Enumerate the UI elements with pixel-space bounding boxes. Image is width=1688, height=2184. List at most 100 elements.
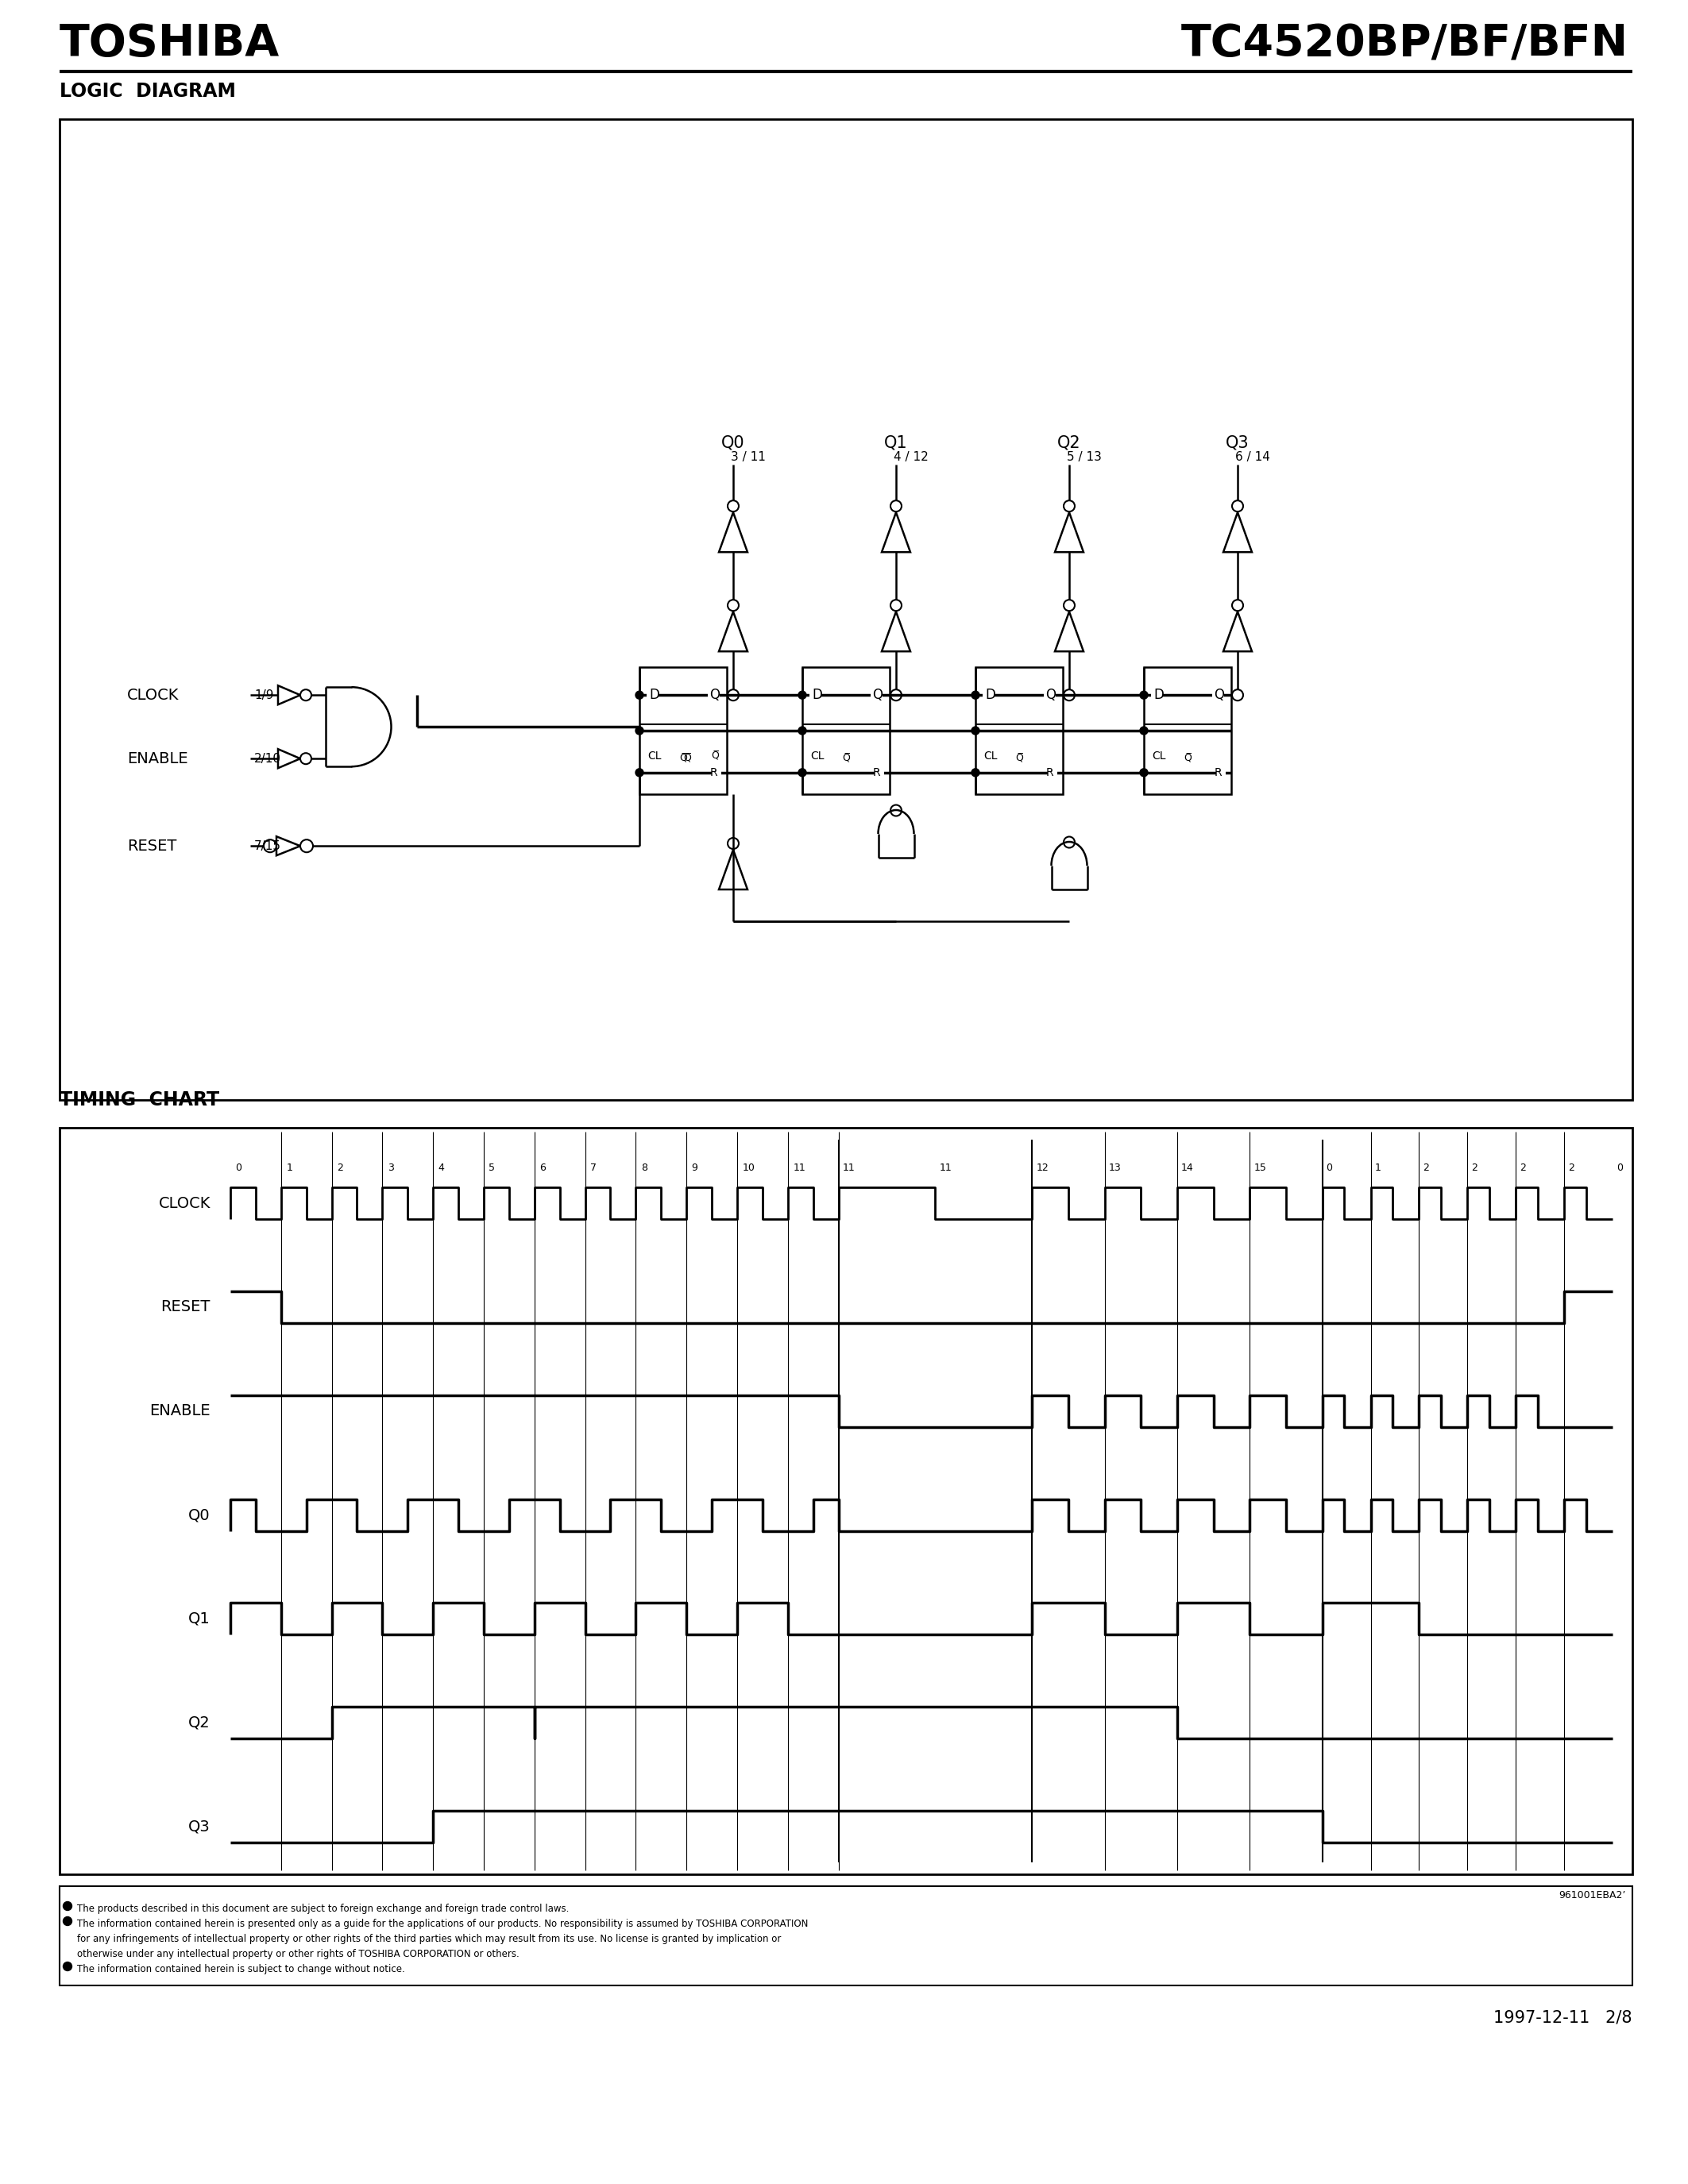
Text: Q: Q [873, 688, 883, 703]
Text: CL: CL [648, 751, 662, 762]
Text: 1: 1 [285, 1162, 292, 1173]
Text: 6: 6 [540, 1162, 545, 1173]
Text: 11: 11 [842, 1162, 856, 1173]
Text: Q: Q [1214, 688, 1224, 703]
Text: Q: Q [1045, 688, 1055, 703]
Text: 15: 15 [1254, 1162, 1266, 1173]
Text: D: D [648, 688, 658, 703]
Text: R: R [873, 767, 879, 778]
Text: Q: Q [871, 688, 881, 703]
Text: D: D [648, 688, 660, 703]
Text: R: R [712, 769, 721, 780]
Text: TIMING  CHART: TIMING CHART [59, 1090, 219, 1109]
Text: 2/10: 2/10 [255, 753, 282, 764]
Text: Q: Q [709, 688, 719, 703]
Text: D: D [984, 688, 994, 703]
Text: D: D [810, 688, 820, 703]
Text: Q: Q [709, 688, 719, 703]
Text: 4: 4 [439, 1162, 444, 1173]
Text: R: R [1214, 767, 1222, 778]
Text: 1/9: 1/9 [255, 690, 273, 701]
Text: Q: Q [1214, 688, 1224, 703]
Circle shape [635, 769, 643, 778]
Text: D: D [1153, 688, 1163, 703]
Bar [59, 1127, 1632, 1874]
Text: 10: 10 [743, 1162, 755, 1173]
Text: Q̅: Q̅ [711, 751, 719, 762]
Text: Q̅: Q̅ [684, 753, 690, 764]
Bar [802, 666, 890, 795]
Text: Q: Q [1045, 688, 1055, 703]
Text: CL: CL [647, 753, 660, 764]
Circle shape [1139, 769, 1148, 778]
Circle shape [635, 727, 643, 734]
Text: 0: 0 [1617, 1162, 1622, 1173]
Bar [976, 666, 1063, 795]
Text: CL: CL [647, 753, 660, 764]
Text: CL: CL [982, 753, 996, 764]
Text: CLOCK: CLOCK [127, 688, 179, 703]
Circle shape [62, 1902, 73, 1911]
Text: D: D [986, 688, 996, 703]
Circle shape [972, 727, 979, 734]
Text: The products described in this document are subject to foreign exchange and fore: The products described in this document … [78, 1904, 569, 1913]
Text: Q: Q [1214, 688, 1224, 703]
Bar [59, 120, 1632, 1101]
Text: CL: CL [1150, 753, 1165, 764]
Text: TOSHIBA: TOSHIBA [59, 22, 280, 66]
Circle shape [972, 690, 979, 699]
Text: D: D [648, 688, 658, 703]
Text: LOGIC  DIAGRAM: LOGIC DIAGRAM [59, 81, 236, 100]
Text: The information contained herein is presented only as a guide for the applicatio: The information contained herein is pres… [78, 1920, 809, 1928]
Text: Q0: Q0 [721, 435, 744, 450]
Text: CL: CL [984, 751, 998, 762]
Text: The information contained herein is subject to change without notice.: The information contained herein is subj… [78, 1963, 405, 1974]
Text: D: D [812, 688, 822, 703]
Text: 14: 14 [1182, 1162, 1193, 1173]
Text: R: R [1048, 769, 1057, 780]
Text: R: R [1048, 769, 1057, 780]
Circle shape [798, 769, 807, 778]
Text: Q1: Q1 [885, 435, 908, 450]
Text: CL: CL [809, 753, 822, 764]
Text: 7: 7 [591, 1162, 596, 1173]
Text: otherwise under any intellectual property or other rights of TOSHIBA CORPORATION: otherwise under any intellectual propert… [78, 1948, 520, 1959]
Text: 1: 1 [1374, 1162, 1381, 1173]
Text: 0: 0 [1327, 1162, 1332, 1173]
Text: Q̅: Q̅ [842, 753, 851, 764]
Circle shape [62, 1918, 73, 1926]
Text: RESET: RESET [160, 1299, 211, 1315]
Text: RESET: RESET [127, 839, 177, 854]
Text: CL: CL [1151, 751, 1166, 762]
Text: for any infringements of intellectual property or other rights of the third part: for any infringements of intellectual pr… [78, 1933, 782, 1944]
Text: 5 / 13: 5 / 13 [1067, 450, 1102, 463]
Text: D: D [1151, 688, 1161, 703]
Bar [59, 1887, 1632, 1985]
Text: R: R [1045, 767, 1053, 778]
Text: 11: 11 [793, 1162, 805, 1173]
Bar [1144, 666, 1231, 795]
Text: 2: 2 [1423, 1162, 1430, 1173]
Text: Q: Q [1045, 688, 1055, 703]
Text: CL: CL [810, 751, 824, 762]
Text: 0: 0 [235, 1162, 241, 1173]
Text: Q: Q [709, 688, 719, 703]
Text: 11: 11 [939, 1162, 952, 1173]
Text: Q2: Q2 [1057, 435, 1080, 450]
Text: D: D [984, 688, 994, 703]
Text: R: R [1217, 769, 1225, 780]
Text: 3: 3 [388, 1162, 393, 1173]
Text: CLOCK: CLOCK [159, 1195, 211, 1210]
Text: Q3: Q3 [1225, 435, 1249, 450]
Text: Q: Q [871, 688, 881, 703]
Text: 8: 8 [641, 1162, 647, 1173]
Circle shape [798, 690, 807, 699]
Text: TC4520BP/BF/BFN: TC4520BP/BF/BFN [1182, 22, 1629, 66]
Text: Q̅: Q̅ [1014, 753, 1023, 764]
Text: 12: 12 [1036, 1162, 1048, 1173]
Text: 13: 13 [1109, 1162, 1121, 1173]
Text: Q2: Q2 [189, 1714, 211, 1730]
Circle shape [1139, 727, 1148, 734]
Text: Q3: Q3 [189, 1819, 211, 1835]
Text: 2: 2 [338, 1162, 343, 1173]
